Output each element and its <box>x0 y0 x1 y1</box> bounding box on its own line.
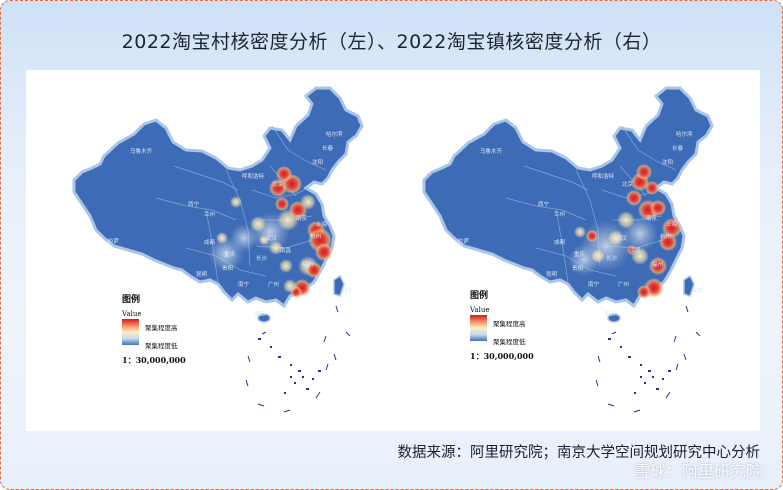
left-label-harbin: 哈尔滨 <box>326 130 343 138</box>
left-hotspots <box>208 166 333 298</box>
right-label-hangzhou: 杭州 <box>660 232 671 240</box>
left-label-taipei: 台北 <box>342 286 354 294</box>
left-label-haikou: 海口 <box>254 310 265 318</box>
left-islands <box>257 274 345 323</box>
left-dash-line <box>245 305 351 413</box>
right-label-nanchang: 南昌 <box>630 246 641 254</box>
left-legend-title: 图例 <box>122 295 141 305</box>
left-label-guangzhou: 广州 <box>268 280 279 288</box>
left-legend-scale: 1：30,000,000 <box>122 355 186 365</box>
right-legend-low-label: 聚集程度低 <box>493 338 526 346</box>
left-label-chengdu: 成都 <box>204 238 216 246</box>
right-label-guiyang: 贵阳 <box>572 264 583 272</box>
right-south-sea-islands <box>608 338 671 394</box>
right-label-shanghai: 上海 <box>666 220 678 228</box>
left-label-shenyang: 沈阳 <box>312 158 323 166</box>
left-label-nanning: 南宁 <box>238 280 250 288</box>
right-legend: 图例 Value 聚集程度高 聚集程度低 1：30,000,000 <box>470 288 534 362</box>
right-legend-scale: 1：30,000,000 <box>470 351 534 361</box>
left-label-changsha: 长沙 <box>256 254 268 262</box>
left-label-changchun: 长春 <box>322 144 334 152</box>
watermark-text: 雪球：阿里研究院 <box>633 462 762 481</box>
right-dash-line <box>595 305 701 413</box>
right-legend-high-label: 聚集程度高 <box>493 320 526 328</box>
left-label-nanchang: 南昌 <box>280 246 291 254</box>
left-south-sea-islands <box>258 338 321 394</box>
right-label-lanzhou: 兰州 <box>554 210 565 218</box>
left-label-kunming: 昆明 <box>196 271 208 278</box>
right-legend-color-ramp <box>470 315 487 341</box>
right-label-haikou: 海口 <box>604 310 615 318</box>
right-map: 乌鲁木齐 拉萨 西宁 兰州 呼和浩特 哈尔滨 长春 沈阳 北京 成都 重庆 武汉… <box>422 86 714 413</box>
right-label-beijing: 北京 <box>622 180 634 188</box>
right-label-changchun: 长春 <box>672 144 684 152</box>
left-label-beijing: 北京 <box>272 180 284 188</box>
right-label-hohhot: 呼和浩特 <box>592 172 615 180</box>
right-legend-value-label: Value <box>470 306 490 314</box>
right-label-shenyang: 沈阳 <box>662 158 673 166</box>
right-place-labels: 乌鲁木齐 拉萨 西宁 兰州 呼和浩特 哈尔滨 长春 沈阳 北京 成都 重庆 武汉… <box>458 130 704 318</box>
left-label-shanghai: 上海 <box>316 220 328 228</box>
right-label-harbin: 哈尔滨 <box>676 130 693 138</box>
left-label-fuzhou: 福州 <box>302 260 313 268</box>
right-label-nanjing: 南京 <box>646 214 658 222</box>
right-label-lhasa: 拉萨 <box>458 237 470 245</box>
data-source-note: 数据来源：阿里研究院；南京大学空间规划研究中心分析 <box>397 445 761 461</box>
left-map: 乌鲁木齐 拉萨 西宁 兰州 呼和浩特 哈尔滨 长春 沈阳 北京 成都 重庆 武汉… <box>72 86 364 413</box>
left-label-wuhan: 武汉 <box>266 234 278 242</box>
left-label-lhasa: 拉萨 <box>108 237 120 245</box>
right-label-nanning: 南宁 <box>588 280 600 288</box>
map-panel: 乌鲁木齐 拉萨 西宁 兰州 呼和浩特 哈尔滨 长春 沈阳 北京 成都 重庆 武汉… <box>26 70 760 431</box>
right-label-chongqing: 重庆 <box>574 250 586 258</box>
left-label-urumqi: 乌鲁木齐 <box>130 147 153 155</box>
left-legend-value-label: Value <box>122 310 142 318</box>
right-hotspots <box>568 164 682 299</box>
left-legend-color-ramp <box>122 319 139 345</box>
right-china-outline <box>422 86 714 308</box>
left-place-labels: 乌鲁木齐 拉萨 西宁 兰州 呼和浩特 哈尔滨 长春 沈阳 北京 成都 重庆 武汉… <box>108 130 354 318</box>
left-label-chongqing: 重庆 <box>224 250 236 258</box>
right-label-kunming: 昆明 <box>546 271 558 278</box>
left-label-hangzhou: 杭州 <box>310 232 321 240</box>
left-legend-high-label: 聚集程度高 <box>145 324 178 332</box>
right-label-wuhan: 武汉 <box>616 234 628 242</box>
right-label-xining: 西宁 <box>538 200 550 208</box>
right-islands <box>607 274 695 323</box>
left-label-nanjing: 南京 <box>296 214 308 222</box>
left-legend: 图例 Value 聚集程度高 聚集程度低 1：30,000,000 <box>122 292 186 366</box>
left-label-xining: 西宁 <box>188 200 200 208</box>
left-label-hohhot: 呼和浩特 <box>242 172 265 180</box>
right-label-chengdu: 成都 <box>554 238 566 246</box>
left-label-lanzhou: 兰州 <box>204 210 215 218</box>
right-label-urumqi: 乌鲁木齐 <box>480 147 503 155</box>
page-title: 2022淘宝村核密度分析（左）、2022淘宝镇核密度分析（右） <box>121 31 662 53</box>
maps-canvas: 乌鲁木齐 拉萨 西宁 兰州 呼和浩特 哈尔滨 长春 沈阳 北京 成都 重庆 武汉… <box>72 86 714 413</box>
left-legend-low-label: 聚集程度低 <box>145 342 178 350</box>
right-label-fuzhou: 福州 <box>652 260 663 268</box>
right-legend-title: 图例 <box>470 291 489 301</box>
right-label-taipei: 台北 <box>692 286 704 294</box>
right-label-changsha: 长沙 <box>606 254 618 262</box>
right-label-guangzhou: 广州 <box>618 280 629 288</box>
left-label-guiyang: 贵阳 <box>222 264 233 272</box>
